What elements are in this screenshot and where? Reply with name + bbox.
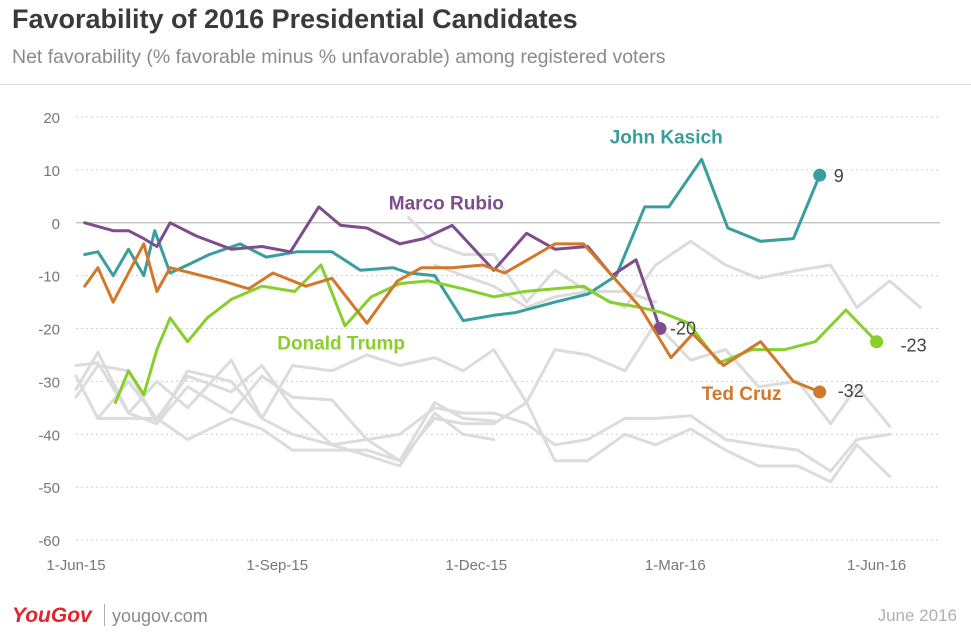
john-kasich-line	[83, 157, 822, 323]
x-tick-label: 1-Jun-16	[847, 557, 906, 574]
series-labels: 9 -20 -23 -32 John Kasich Marco Rubio Donald T…	[277, 127, 926, 404]
donald-trump-label: Donald Trump	[277, 334, 405, 355]
ted-cruz-label: Ted Cruz	[702, 384, 782, 405]
y-tick-label: -60	[38, 533, 60, 550]
donald-trump-line	[113, 263, 879, 404]
y-tick-label: 0	[52, 216, 60, 233]
x-tick-label: 1-Mar-16	[645, 557, 706, 574]
y-tick-label: 10	[43, 163, 60, 180]
yougov-logo: YouGov	[12, 604, 92, 627]
background-series-line	[96, 364, 496, 468]
y-axis: 20 10 0 -10 -20 -30 -40 -50 -60	[38, 110, 60, 550]
chart-title: Favorability of 2016 Presidential Candid…	[12, 4, 578, 34]
y-tick-label: -20	[38, 322, 60, 339]
y-tick-label: -50	[38, 480, 60, 497]
footer-divider	[104, 604, 105, 626]
y-tick-label: -40	[38, 427, 60, 444]
ted-cruz-line	[83, 242, 822, 394]
background-series-line	[74, 321, 892, 428]
footer-date: June 2016	[877, 606, 957, 625]
y-tick-label: -10	[38, 269, 60, 286]
footer-site-link[interactable]: yougov.com	[112, 606, 208, 626]
donald-trump-end-marker	[870, 335, 884, 349]
john-kasich-label: John Kasich	[610, 127, 723, 148]
header-divider	[0, 84, 971, 85]
x-tick-label: 1-Dec-15	[445, 557, 507, 574]
john-kasich-end-marker	[813, 168, 827, 182]
y-tick-label: 20	[43, 110, 60, 127]
x-tick-label: 1-Sep-15	[246, 557, 308, 574]
y-tick-label: -30	[38, 374, 60, 391]
chart-subtitle: Net favorability (% favorable minus % un…	[12, 46, 666, 68]
background-series-line	[407, 216, 922, 309]
background-series	[74, 216, 922, 484]
x-tick-label: 1-Jun-15	[46, 557, 105, 574]
background-series-line	[74, 358, 892, 473]
marco-rubio-end-value: -20	[670, 319, 696, 339]
ted-cruz-end-marker	[813, 385, 827, 399]
background-series-line	[433, 263, 658, 309]
x-axis: 1-Jun-15 1-Sep-15 1-Dec-15 1-Mar-16 1-Jun-16	[46, 557, 906, 574]
ted-cruz-end-value: -32	[838, 381, 864, 401]
background-series-line	[74, 374, 892, 484]
john-kasich-end-value: 9	[834, 166, 844, 186]
marco-rubio-label: Marco Rubio	[389, 194, 504, 215]
grid-lines	[76, 116, 940, 541]
donald-trump-end-value: -23	[901, 336, 927, 356]
highlighted-series	[83, 157, 884, 404]
marco-rubio-line	[83, 205, 662, 330]
